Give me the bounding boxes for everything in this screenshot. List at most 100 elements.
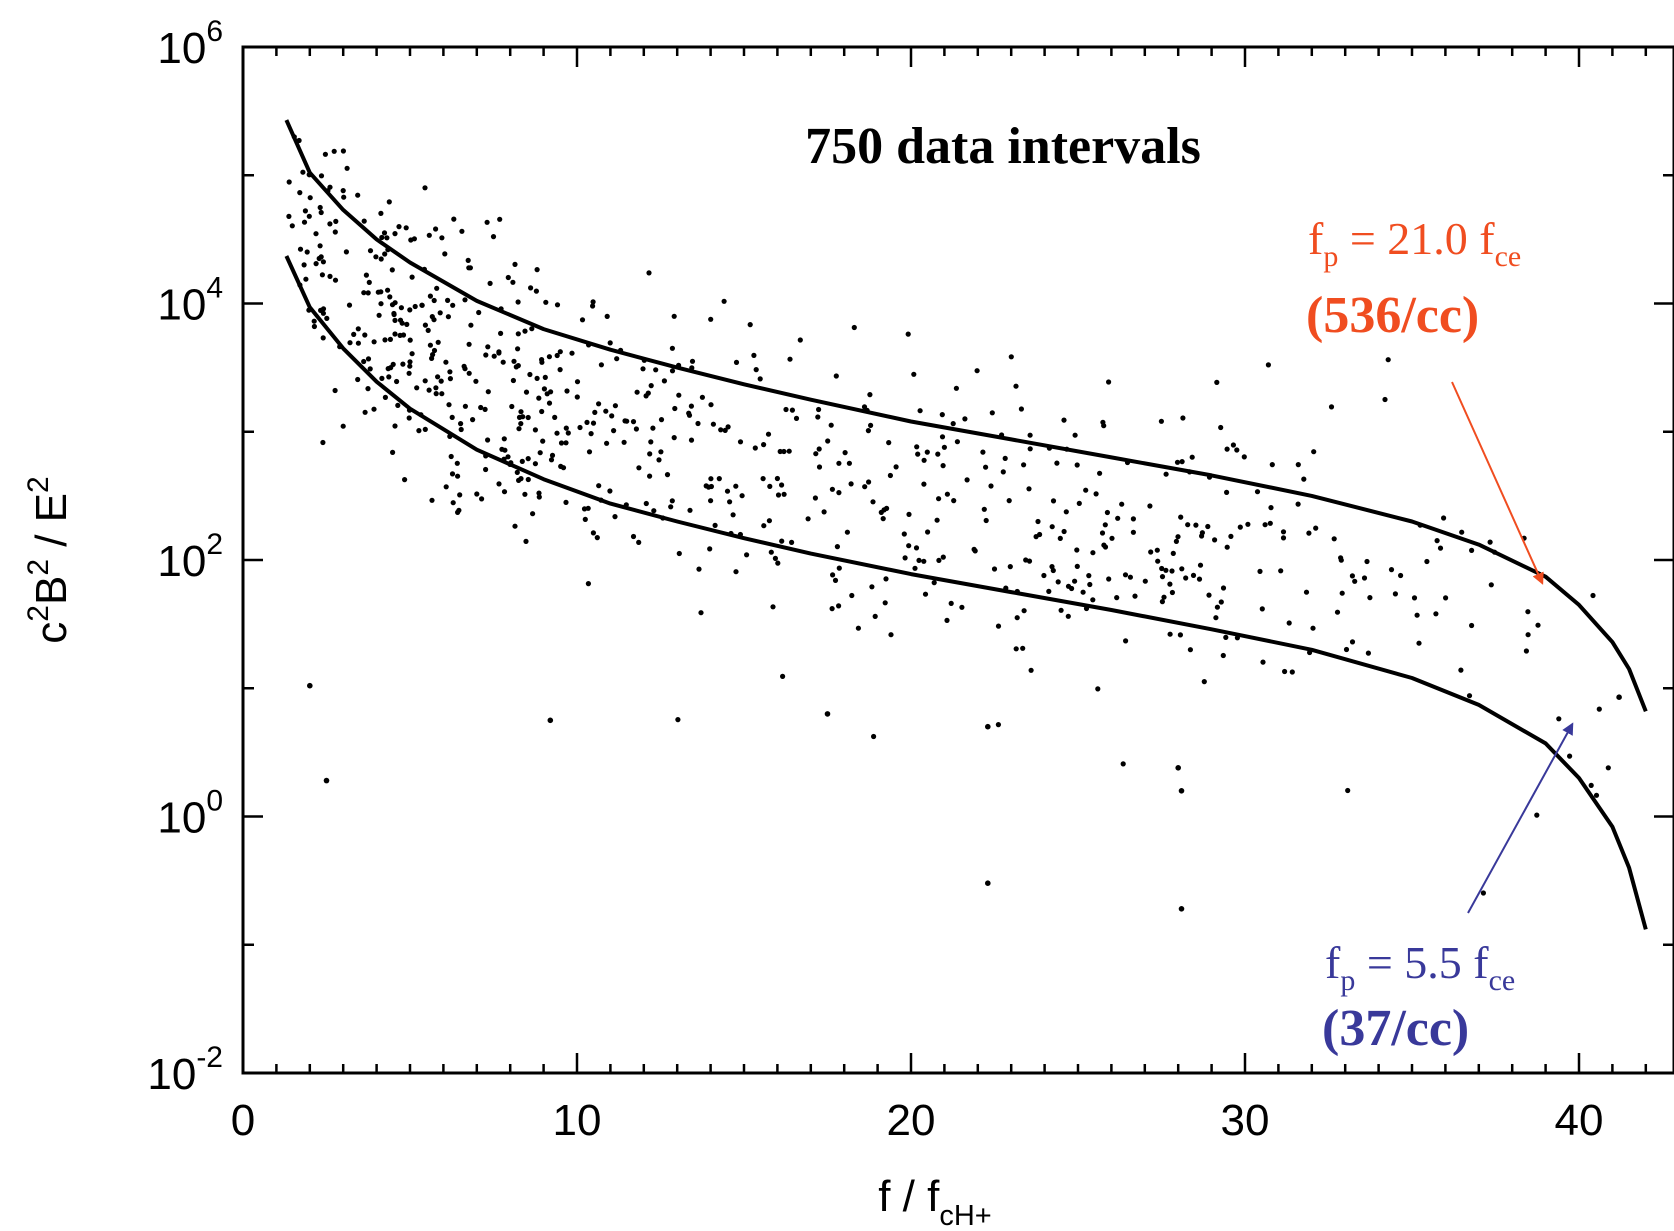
data-point (500, 359, 506, 365)
data-point (733, 569, 739, 575)
data-point (1109, 535, 1115, 541)
data-point (647, 451, 653, 457)
data-point (1054, 460, 1060, 466)
data-point (505, 454, 511, 460)
data-point (539, 357, 545, 363)
data-point (1339, 590, 1345, 596)
data-point (395, 402, 401, 408)
data-point (422, 426, 428, 432)
data-point (302, 208, 308, 214)
data-point (515, 346, 521, 352)
data-point (744, 552, 750, 558)
annotation-blue-frequency: fp = 5.5 fce (1325, 937, 1515, 997)
data-point (1090, 550, 1096, 556)
data-point (454, 460, 460, 466)
data-point (1313, 525, 1319, 531)
data-point (558, 440, 565, 446)
data-point (483, 352, 489, 358)
data-point (1076, 500, 1082, 506)
data-point (725, 424, 731, 430)
data-point (534, 267, 540, 273)
data-point (805, 516, 811, 522)
data-point (1214, 379, 1220, 385)
data-point (953, 385, 960, 391)
data-point (515, 299, 521, 305)
data-point (438, 378, 444, 384)
data-point (426, 387, 432, 393)
data-point (1328, 404, 1335, 410)
data-point (1280, 535, 1287, 541)
data-point (688, 437, 695, 443)
data-point (1142, 578, 1148, 584)
data-point (373, 254, 379, 260)
data-point (563, 440, 569, 446)
data-point (431, 297, 437, 304)
data-point (462, 297, 468, 303)
data-point (518, 476, 524, 482)
data-point (1175, 534, 1181, 540)
data-point (1480, 890, 1486, 896)
model-curve-1 (284, 119, 1648, 713)
data-point (1148, 549, 1154, 555)
data-point (650, 425, 656, 431)
data-point (669, 498, 675, 504)
data-point (867, 392, 873, 398)
data-point (931, 580, 937, 586)
data-point (341, 194, 347, 200)
data-point (1013, 383, 1019, 389)
data-point (361, 290, 367, 296)
data-point (466, 341, 472, 347)
data-point (1593, 792, 1600, 798)
data-point (387, 294, 393, 300)
data-point (1469, 622, 1475, 629)
data-point (888, 632, 894, 638)
data-point (727, 499, 733, 505)
data-point (465, 257, 471, 263)
data-point (671, 313, 677, 319)
data-point (775, 560, 781, 566)
data-point (403, 225, 409, 231)
data-point (1115, 515, 1121, 521)
data-point (828, 422, 834, 428)
data-point (347, 340, 353, 346)
data-point (448, 453, 454, 460)
data-point (912, 565, 918, 571)
data-point (549, 452, 556, 458)
data-point (924, 449, 930, 455)
data-point (445, 297, 451, 303)
y-tick-label: 100 (157, 785, 223, 843)
data-point (1027, 446, 1033, 452)
data-point (760, 476, 766, 482)
data-point (324, 315, 330, 321)
data-point (536, 494, 542, 500)
data-point (301, 219, 308, 225)
data-point (1120, 761, 1126, 767)
data-point (935, 451, 941, 457)
data-point (569, 350, 575, 356)
data-point (630, 419, 637, 425)
data-point (513, 364, 519, 370)
data-point (1123, 638, 1129, 644)
data-point (869, 584, 875, 590)
data-point (913, 545, 920, 551)
data-point (607, 488, 613, 494)
data-point (286, 179, 292, 185)
data-point (355, 192, 361, 198)
data-point (426, 232, 432, 238)
data-point (836, 565, 842, 571)
data-point (468, 322, 474, 328)
data-point (708, 498, 714, 504)
data-point (546, 400, 553, 406)
data-point (1106, 379, 1112, 385)
data-point (832, 577, 839, 584)
data-point (371, 339, 377, 345)
data-point (458, 426, 464, 433)
data-point (781, 491, 787, 497)
data-point (753, 367, 759, 373)
data-point (1214, 604, 1220, 610)
data-point (733, 359, 740, 365)
data-point (914, 444, 920, 450)
data-point (761, 442, 767, 448)
data-point (406, 370, 412, 376)
data-point (1364, 558, 1370, 565)
